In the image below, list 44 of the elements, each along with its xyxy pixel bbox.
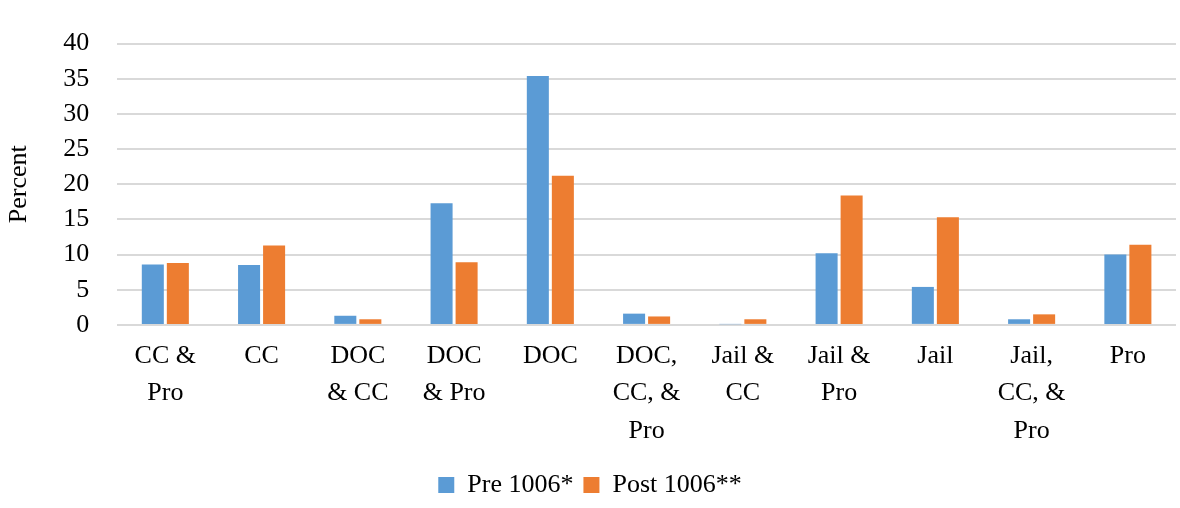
bar: [263, 245, 286, 324]
bar: [744, 319, 767, 324]
x-tick-label: CC: [244, 339, 279, 369]
y-tick-label: 40: [63, 27, 90, 57]
x-tick-label: Pro: [1109, 339, 1146, 369]
x-tick-label: DOC, CC, & Pro: [612, 339, 681, 444]
bar: [936, 217, 959, 324]
x-tick-label: DOC: [522, 339, 578, 369]
y-tick-label: 25: [63, 132, 90, 162]
x-tick-label: DOC & Pro: [422, 339, 486, 407]
bar: [815, 253, 838, 324]
legend-label: Pre 1006*: [467, 468, 574, 498]
bar: [238, 265, 261, 324]
bar: [623, 313, 646, 324]
bar: [551, 175, 574, 324]
y-tick-label: 15: [63, 203, 90, 233]
bar: [526, 75, 549, 324]
x-tick-label: Jail: [917, 339, 954, 369]
y-tick-label: 30: [63, 97, 90, 127]
bar: [166, 263, 189, 324]
x-tick-label: DOC & CC: [327, 339, 389, 407]
bar: [840, 195, 863, 324]
bar: [359, 319, 382, 324]
bar: [334, 315, 357, 324]
y-tick-label: 35: [63, 62, 90, 92]
x-tick-label: Jail & CC: [711, 339, 775, 407]
y-tick-label: 20: [63, 168, 90, 198]
y-tick-label: 10: [63, 238, 90, 268]
x-tick-label: Jail & Pro: [807, 339, 871, 407]
bar: [1129, 244, 1152, 324]
bar: [455, 262, 478, 324]
bar: [430, 203, 453, 324]
bar: [141, 264, 164, 324]
bar: [1008, 319, 1031, 324]
bar: [1104, 254, 1127, 324]
y-axis-title: Percent: [3, 144, 33, 224]
y-tick-label: 5: [76, 273, 90, 303]
bar: [911, 286, 934, 324]
bar: [648, 316, 671, 324]
legend-label: Post 1006**: [612, 468, 742, 498]
x-tick-label: Jail, CC, & Pro: [997, 339, 1066, 444]
bar: [1033, 314, 1056, 324]
y-tick-label: 0: [76, 308, 90, 338]
x-tick-label: CC & Pro: [134, 339, 197, 407]
